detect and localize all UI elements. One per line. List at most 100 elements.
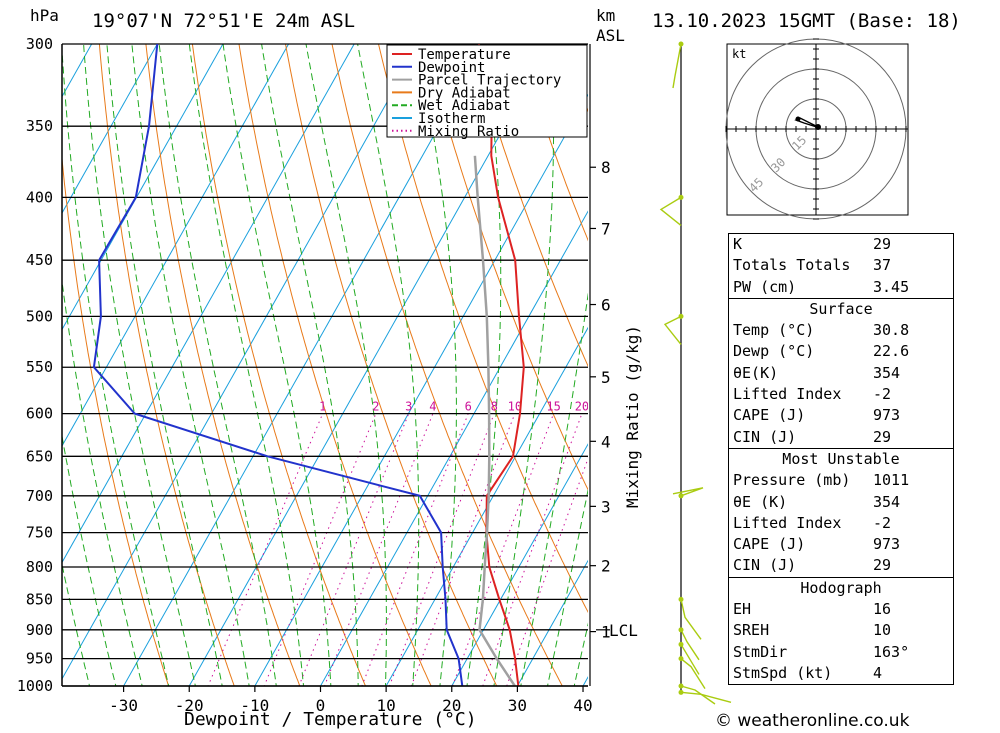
wet-adiabat-line	[62, 44, 170, 686]
most-unstable-section: Most Unstable Pressure (mb) 1011 θE (K) 35…	[728, 447, 954, 577]
wet-adiabat-line	[416, 44, 457, 686]
temperature-line	[477, 44, 525, 686]
x-axis-label: Dewpoint / Temperature (°C)	[184, 709, 477, 730]
wet-adiabat-line	[573, 622, 588, 686]
most-unstable-row: CIN (J) 29	[733, 556, 892, 575]
dry-adiabat-line	[284, 44, 498, 686]
height-unit-asl: ASL	[596, 26, 625, 45]
surface-row: Dewp (°C) 22.6	[733, 342, 910, 361]
surface-title: Surface	[809, 299, 873, 318]
dry-adiabat-line	[98, 44, 235, 686]
wet-adiabat-line	[357, 44, 420, 686]
most-unstable-row: CAPE (J) 973	[733, 535, 901, 554]
mixing-ratio-line	[298, 413, 410, 686]
mixing-ratio-line	[361, 413, 469, 686]
pressure-tick-label: 350	[26, 117, 53, 135]
lcl-label: LCL	[609, 621, 638, 640]
legend-label: Dewpoint	[418, 60, 485, 76]
dry-adiabat-line	[963, 7, 1000, 712]
wind-barb	[680, 685, 716, 705]
dry-adiabat-line	[377, 44, 588, 613]
x-tick-label: -10	[240, 696, 269, 715]
mixing-ratio-label: 2	[372, 400, 379, 414]
wet-adiabat-line	[158, 44, 277, 686]
wet-adiabat-line	[520, 291, 588, 686]
mixing-ratio-label: 4	[429, 400, 436, 414]
wind-barb	[672, 43, 682, 89]
dry-adiabat-line	[145, 44, 301, 686]
surface-row: CAPE (J) 973	[733, 406, 901, 425]
mixing-ratio-label: 3	[405, 400, 412, 414]
surface-row: Temp (°C) 30.8	[733, 321, 910, 340]
height-tick-label: 7	[601, 219, 611, 238]
legend-box	[386, 44, 588, 138]
wind-barb	[680, 599, 702, 640]
dry-adiabat-line	[238, 44, 432, 686]
height-tick-label: 8	[601, 158, 611, 177]
pressure-tick-label: 300	[26, 35, 53, 53]
x-tick-label: 40	[573, 696, 592, 715]
pressure-tick-label: 900	[26, 621, 53, 639]
mixing-ratio-label: 25	[597, 400, 611, 414]
isotherm-line	[62, 44, 224, 331]
pressure-tick-label: 950	[26, 650, 53, 668]
x-tick-label: -30	[109, 696, 138, 715]
wet-adiabat-line	[106, 44, 223, 686]
height-tick-label: 2	[601, 557, 611, 576]
isotherm-line	[385, 326, 588, 686]
wet-adiabat-line	[188, 44, 305, 686]
footer-credit[interactable]: © weatheronline.co.uk	[715, 711, 910, 731]
hodograph-params-section: Hodograph EH 16 SREH 10 StmDir 163° StmSpd …	[728, 576, 954, 686]
wet-adiabat-line	[493, 44, 555, 686]
mixing-ratio-line	[207, 413, 324, 686]
height-unit-km: km	[596, 6, 616, 25]
dry-adiabat-line	[517, 44, 588, 242]
pressure-tick-label: 700	[26, 487, 53, 505]
pressure-tick-label: 800	[26, 558, 53, 576]
surface-section: Surface Temp (°C) 30.8 Dewp (°C) 22.6 θE(K…	[728, 297, 954, 448]
dry-adiabat-line	[191, 44, 367, 686]
wind-barb	[680, 629, 700, 661]
wind-barb	[672, 487, 704, 497]
mixing-ratio-label: 15	[546, 400, 560, 414]
mixing-ratio-axis-label: Mixing Ratio (g/kg)	[623, 324, 642, 508]
dry-adiabat-line	[424, 44, 588, 491]
dry-adiabat-line	[331, 44, 563, 686]
hodograph-unit: kt	[732, 47, 746, 61]
most-unstable-title: Most Unstable	[782, 449, 900, 468]
most-unstable-row: θE (K) 354	[733, 492, 901, 511]
wet-adiabat-line	[546, 488, 588, 686]
hodograph-row: SREH 10	[733, 621, 892, 640]
wind-barb	[659, 196, 682, 226]
pressure-tick-label: 600	[26, 405, 53, 423]
pressure-tick-label: 650	[26, 447, 53, 465]
most-unstable-row: Pressure (mb) 1011	[733, 471, 910, 490]
isotherm-line	[451, 443, 588, 686]
mixing-ratio-line	[323, 413, 434, 686]
legend-label: Wet Adiabat	[418, 98, 511, 114]
isotherm-line	[319, 210, 588, 686]
legend-label: Mixing Ratio	[418, 124, 519, 140]
pressure-tick-label: 850	[26, 590, 53, 608]
isotherm-line	[62, 44, 355, 564]
wet-adiabat-line	[222, 44, 332, 686]
wet-adiabat-line	[261, 44, 359, 686]
legend-label: Parcel Trajectory	[418, 73, 561, 89]
isotherm-line	[62, 44, 290, 447]
isotherm-line	[516, 559, 588, 686]
hodograph-row: StmSpd (kt) 4	[733, 663, 883, 682]
pressure-unit-label: hPa	[30, 6, 59, 25]
pressure-tick-label: 450	[26, 251, 53, 269]
wind-barb	[663, 315, 682, 345]
surface-row: Lifted Index -2	[733, 385, 892, 404]
parameter-panel: K 29 Totals Totals 37 PW (cm) 3.45 Surface …	[728, 233, 954, 686]
datetime-label: 13.10.2023 15GMT (Base: 18)	[652, 10, 961, 32]
pressure-tick-label: 1000	[17, 677, 53, 695]
wet-adiabat-line	[83, 44, 196, 686]
pressure-tick-label: 750	[26, 524, 53, 542]
x-tick-label: 10	[376, 696, 395, 715]
pressure-tick-label: 550	[26, 358, 53, 376]
hodograph-point	[795, 116, 801, 122]
wet-adiabat-line	[305, 44, 387, 686]
